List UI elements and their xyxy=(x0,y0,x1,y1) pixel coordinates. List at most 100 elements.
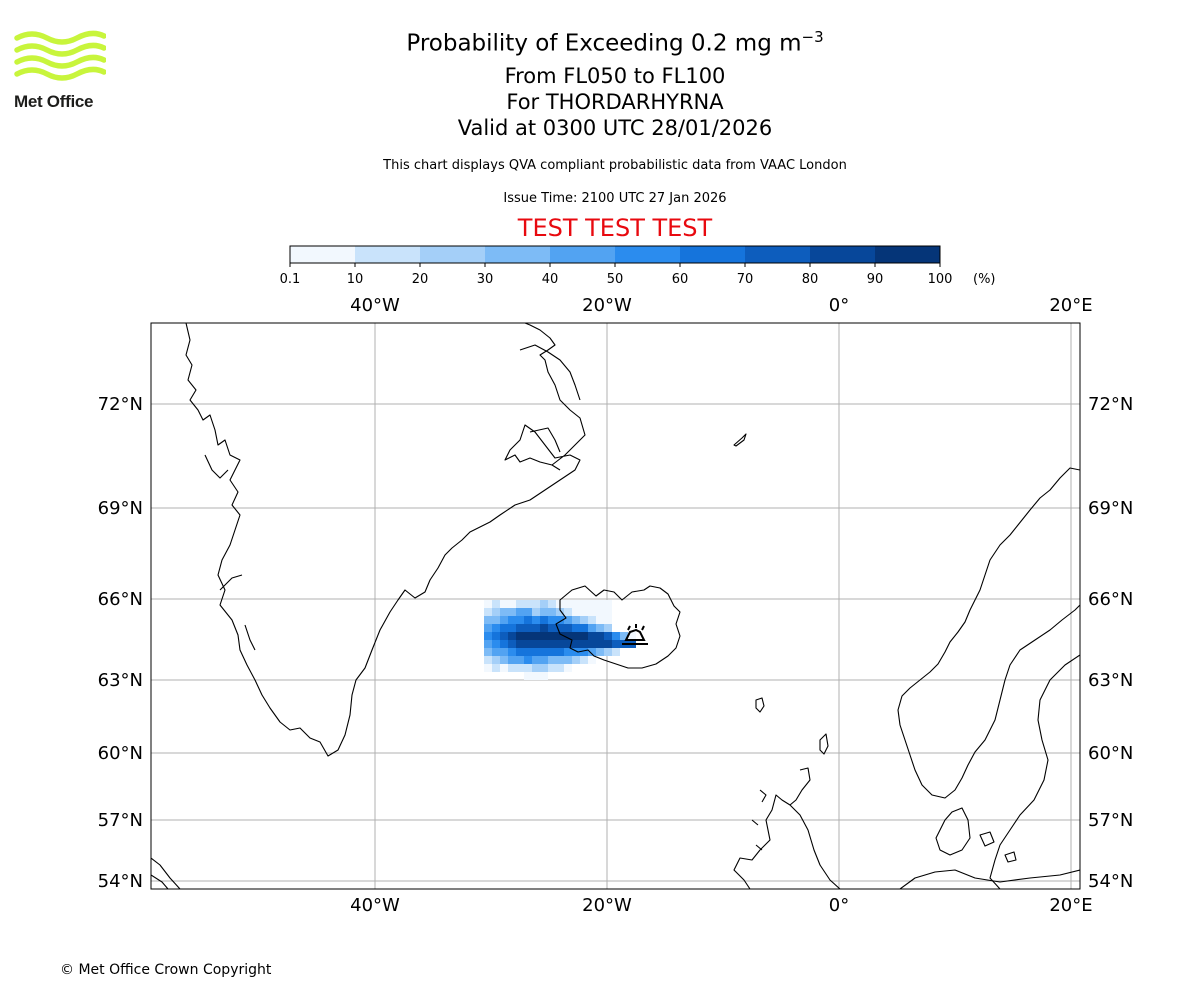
colorbar-label: 10 xyxy=(347,272,364,287)
plume-cell xyxy=(572,656,580,664)
coast-denmark xyxy=(935,807,971,856)
volcano-icon xyxy=(622,624,648,645)
plume-cell xyxy=(604,632,612,640)
copyright-notice: © Met Office Crown Copyright xyxy=(60,962,272,978)
plume-cell xyxy=(548,648,556,656)
plume-cell xyxy=(596,632,604,640)
latitude-labels-left: 72°N 69°N 66°N 63°N 60°N 57°N 54°N xyxy=(98,394,143,892)
plume-cell xyxy=(588,616,596,624)
plume-cell xyxy=(508,640,516,648)
plume-cell xyxy=(580,600,588,608)
plume-cell xyxy=(540,616,548,624)
plume-cell xyxy=(540,600,548,608)
plume-cell xyxy=(556,624,564,632)
colorbar-segment xyxy=(485,246,551,263)
plume-cell xyxy=(532,616,540,624)
plume-cell xyxy=(540,648,548,656)
plume-cell xyxy=(524,616,532,624)
plume-cell xyxy=(596,616,604,624)
colorbar: 0.1 10 20 30 40 50 60 70 80 90 100 (%) xyxy=(280,245,996,287)
plume-cell xyxy=(540,632,548,640)
plume-cell xyxy=(628,632,636,640)
plume-cell xyxy=(564,600,572,608)
plume-cell xyxy=(540,664,548,672)
plume-cell xyxy=(524,656,532,664)
plume-cell xyxy=(484,624,492,632)
plume-cell xyxy=(500,600,508,608)
plume-cell xyxy=(596,640,604,648)
plume-cell xyxy=(572,640,580,648)
plume-cell xyxy=(516,640,524,648)
plume-cell xyxy=(588,600,596,608)
colorbar-label: 60 xyxy=(672,272,689,287)
colorbar-segment xyxy=(680,246,746,263)
longitude-labels-top: 40°W 20°W 0° 20°E xyxy=(350,295,1092,316)
plume-cell xyxy=(492,608,500,616)
coast-greenland-fjord-c xyxy=(204,454,229,479)
met-office-logo xyxy=(14,28,110,86)
colorbar-segment xyxy=(810,246,876,263)
plume-cell xyxy=(580,608,588,616)
map-gridlines xyxy=(151,323,1080,889)
colorbar-segment xyxy=(875,246,941,263)
latitude-label: 57°N xyxy=(98,810,143,831)
colorbar-label: 20 xyxy=(412,272,429,287)
plume-cell xyxy=(580,640,588,648)
plume-cell xyxy=(580,656,588,664)
flight-levels: From FL050 to FL100 xyxy=(504,64,726,88)
plume-cell xyxy=(564,624,572,632)
plume-cell xyxy=(580,632,588,640)
plume-cell xyxy=(516,624,524,632)
plume-cell xyxy=(524,624,532,632)
plume-cell xyxy=(516,616,524,624)
plume-cell xyxy=(604,624,612,632)
plume-cell xyxy=(612,640,620,648)
coast-north-germany xyxy=(899,869,1080,889)
plume-cell xyxy=(492,632,500,640)
plume-cell xyxy=(588,648,596,656)
plume-cell xyxy=(540,672,548,680)
colorbar-label: 40 xyxy=(542,272,559,287)
plume-cell xyxy=(556,616,564,624)
plume-cell xyxy=(516,632,524,640)
coast-greenland-fjord-b xyxy=(529,427,561,453)
colorbar-unit: (%) xyxy=(973,272,996,287)
plume-cell xyxy=(524,664,532,672)
plume-cell xyxy=(484,656,492,664)
plume-cell xyxy=(500,656,508,664)
plume-cell xyxy=(548,608,556,616)
plume-cell xyxy=(500,616,508,624)
plume-cell xyxy=(524,632,532,640)
plume-cell xyxy=(556,656,564,664)
plume-cell xyxy=(588,640,596,648)
plume-cell xyxy=(508,656,516,664)
plume-cell xyxy=(548,616,556,624)
plume-cell xyxy=(548,656,556,664)
plume-cell xyxy=(492,600,500,608)
plume-cell xyxy=(484,632,492,640)
plume-cell xyxy=(556,648,564,656)
longitude-label: 20°W xyxy=(582,895,632,916)
latitude-label: 72°N xyxy=(98,394,143,415)
longitude-label: 0° xyxy=(829,295,849,316)
coast-greenland-fjord-a xyxy=(519,344,581,401)
plume-cell xyxy=(548,632,556,640)
plume-cell xyxy=(620,632,628,640)
coast-faroe xyxy=(755,697,765,713)
plume-cell xyxy=(604,600,612,608)
plume-cell xyxy=(484,616,492,624)
coast-sweden xyxy=(989,654,1080,889)
latitude-label: 60°N xyxy=(98,743,143,764)
coast-shetland xyxy=(819,733,829,755)
plume-cell xyxy=(500,648,508,656)
plume-cell xyxy=(564,632,572,640)
plume-cell xyxy=(588,608,596,616)
colorbar-segment xyxy=(290,246,356,263)
latitude-label: 66°N xyxy=(98,589,143,610)
plume-cell xyxy=(508,624,516,632)
plume-cell xyxy=(588,656,596,664)
coast-islands-dk xyxy=(979,831,1017,863)
coast-greenland-fjord-d xyxy=(219,574,243,591)
plume-cell xyxy=(508,616,516,624)
